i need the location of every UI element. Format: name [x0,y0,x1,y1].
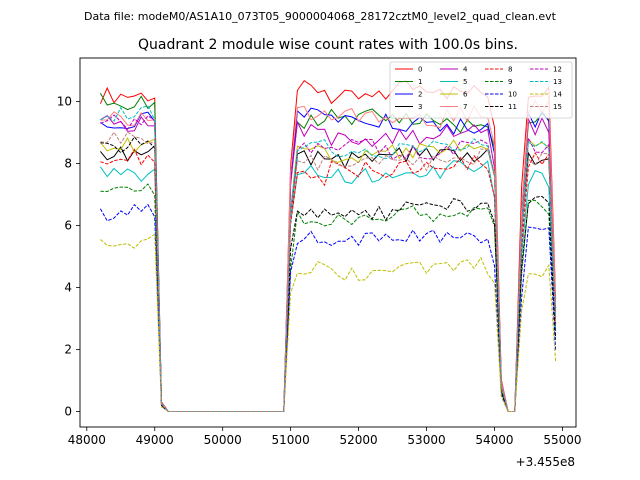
series-layer [99,80,557,412]
legend-label-2: 2 [418,91,422,99]
legend-label-8: 8 [508,66,512,74]
series-line-6 [100,137,557,412]
x-tick-label: 53000 [407,433,445,447]
y-tick-label: 10 [57,94,72,108]
series-line-12 [100,114,557,412]
series-line-14 [100,233,557,412]
series-line-0 [99,80,557,412]
series-line-13 [100,105,557,412]
series-line-11 [100,136,557,412]
legend-label-5: 5 [463,78,467,86]
series-line-4 [100,114,557,412]
legend-label-6: 6 [463,91,468,99]
series-line-3 [100,144,557,412]
x-tick-label: 50000 [204,433,242,447]
x-tick-label: 51000 [272,433,310,447]
series-line-8 [100,148,557,412]
x-tick-label: 55000 [543,433,581,447]
legend-label-3: 3 [418,103,422,111]
x-axis: 48000 49000 50000 51000 52000 53000 54000 55000 [68,427,582,447]
x-tick-label: 49000 [136,433,174,447]
legend-label-1: 1 [418,78,422,86]
legend-label-0: 0 [418,66,422,74]
legend-label-15: 15 [553,103,562,111]
series-line-15 [100,131,557,412]
plot-frame [79,57,577,428]
x-offset-text: +3.455e8 [516,455,575,469]
legend-label-9: 9 [508,78,512,86]
y-tick-label: 2 [64,342,72,356]
legend-label-4: 4 [463,66,468,74]
suptitle: Data file: modeM0/AS1A10_073T05_90000040… [84,10,557,23]
legend-label-7: 7 [463,103,467,111]
series-line-7 [100,98,557,412]
series-line-1 [99,92,557,412]
y-tick-label: 6 [64,218,72,232]
legend-label-10: 10 [508,91,517,99]
y-tick-label: 4 [64,280,72,294]
chart-title: Quadrant 2 module wise count rates with … [138,37,518,53]
y-tick-label: 0 [64,404,72,418]
series-line-10 [99,203,557,412]
legend-label-11: 11 [508,103,517,111]
y-tick-label: 8 [64,156,72,170]
series-line-9 [100,183,557,412]
x-tick-label: 54000 [475,433,513,447]
legend-label-13: 13 [553,78,562,86]
series-line-5 [99,160,557,412]
x-tick-label: 48000 [68,433,106,447]
legend-label-12: 12 [553,66,562,74]
legend-frame [389,61,573,119]
legend-label-14: 14 [553,91,562,99]
x-tick-label: 52000 [339,433,377,447]
y-axis: 0 2 4 6 8 10 [57,94,80,418]
